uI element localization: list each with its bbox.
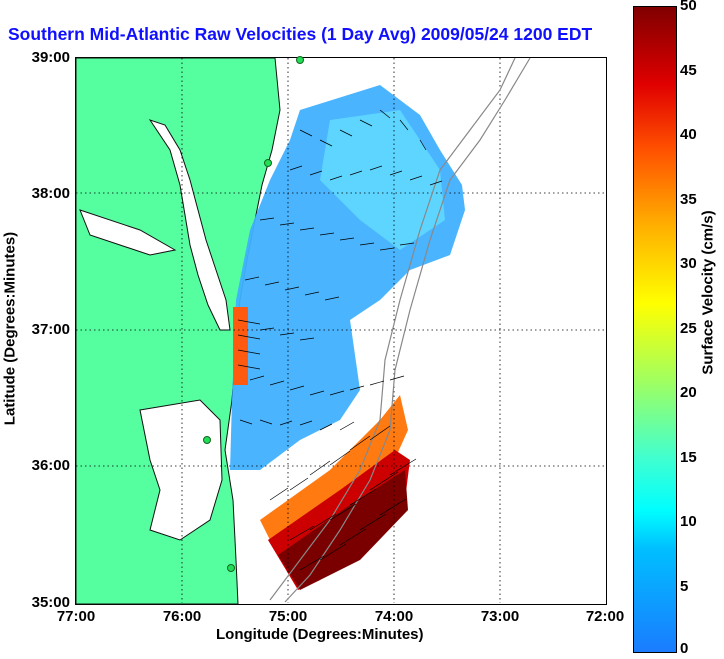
xtick-72: 72:00: [585, 608, 625, 625]
colorbar-tick-45: 45: [680, 62, 697, 79]
sound-water: [139, 399, 223, 541]
bathymetry-contours: [269, 57, 531, 603]
colorbar-tick-35: 35: [680, 191, 697, 208]
ytick-37: 37:00: [31, 321, 70, 338]
map-title: Southern Mid-Atlantic Raw Velocities (1 …: [8, 24, 593, 44]
xtick-73: 73:00: [480, 608, 520, 625]
xtick-74: 74:00: [374, 608, 414, 625]
xtick-76: 76:00: [162, 608, 202, 625]
velocity-field-fast-west: [233, 307, 248, 385]
colorbar-label: Surface Velocity (cm/s): [699, 210, 717, 375]
velocity-field-orange: [260, 395, 408, 560]
river-water: [79, 209, 177, 256]
velocity-field-darkred: [278, 470, 408, 590]
ytick-39: 39:00: [31, 49, 70, 66]
grid-lines: [76, 58, 605, 603]
station-markers: [203, 56, 304, 572]
colorbar-tick-0: 0: [680, 640, 689, 657]
ytick-35: 35:00: [31, 594, 70, 611]
colorbar-tick-25: 25: [680, 320, 697, 337]
colorbar-tick-50: 50: [680, 0, 697, 14]
colorbar-tick-20: 20: [680, 384, 697, 401]
velocity-vectors: [237, 109, 443, 571]
colorbar-tick-10: 10: [680, 513, 697, 530]
colorbar: [633, 6, 677, 653]
xtick-75: 75:00: [268, 608, 308, 625]
y-axis-label: Latitude (Degrees:Minutes): [1, 231, 19, 426]
ytick-38: 38:00: [31, 185, 70, 202]
x-axis-label: Longitude (Degrees:Minutes): [216, 626, 424, 643]
colorbar-tick-5: 5: [680, 578, 689, 595]
velocity-field-medium: [320, 110, 445, 250]
colorbar-tick-30: 30: [680, 255, 697, 272]
ytick-36: 36:00: [31, 457, 70, 474]
colorbar-tick-15: 15: [680, 449, 697, 466]
xtick-77: 77:00: [56, 608, 96, 625]
colorbar-tick-40: 40: [680, 126, 697, 143]
